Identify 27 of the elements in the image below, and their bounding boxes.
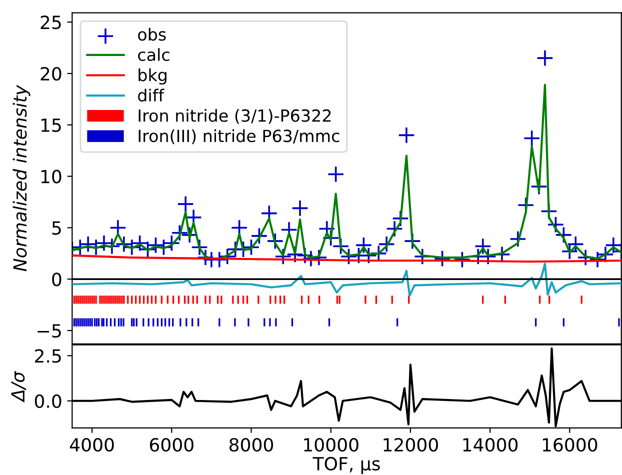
legend-label: Iron nitride (3/1)-P6322 — [138, 109, 331, 124]
line-series — [72, 254, 622, 263]
y-axis-title: Δ/σ — [11, 371, 26, 402]
y-tick-label: 0.0 — [34, 394, 62, 408]
legend-label: obs — [138, 28, 166, 41]
x-tick-label: 6000 — [150, 438, 194, 452]
x-tick-label: 8000 — [229, 438, 274, 452]
legend-label: diff — [138, 88, 164, 102]
legend-label: bkg — [138, 68, 166, 85]
legend-label: Iron(III) nitride P63/mmc — [138, 129, 340, 144]
legend-label: calc — [138, 48, 170, 62]
y-tick-label: 2.5 — [35, 349, 61, 363]
x-tick-label: 4000 — [70, 438, 114, 452]
y-tick-label: −5 — [38, 324, 61, 338]
x-tick-label: 14000 — [463, 438, 518, 452]
y-tick-label: 10 — [41, 170, 62, 184]
y-axis-title: Normalized intensity — [12, 84, 30, 272]
y-tick-label: 5 — [52, 221, 61, 235]
y-tick-label: 20 — [40, 66, 62, 81]
x-axis-title: TOF, µs — [312, 456, 380, 474]
x-tick-label: 16000 — [542, 438, 598, 452]
x-tick-label: 10000 — [304, 438, 358, 452]
y-tick-label: 15 — [41, 118, 61, 132]
line-series — [72, 84, 622, 260]
y-tick-label: 25 — [40, 16, 61, 30]
y-tick-label: 0 — [52, 272, 62, 286]
x-tick-label: 12000 — [384, 438, 438, 452]
